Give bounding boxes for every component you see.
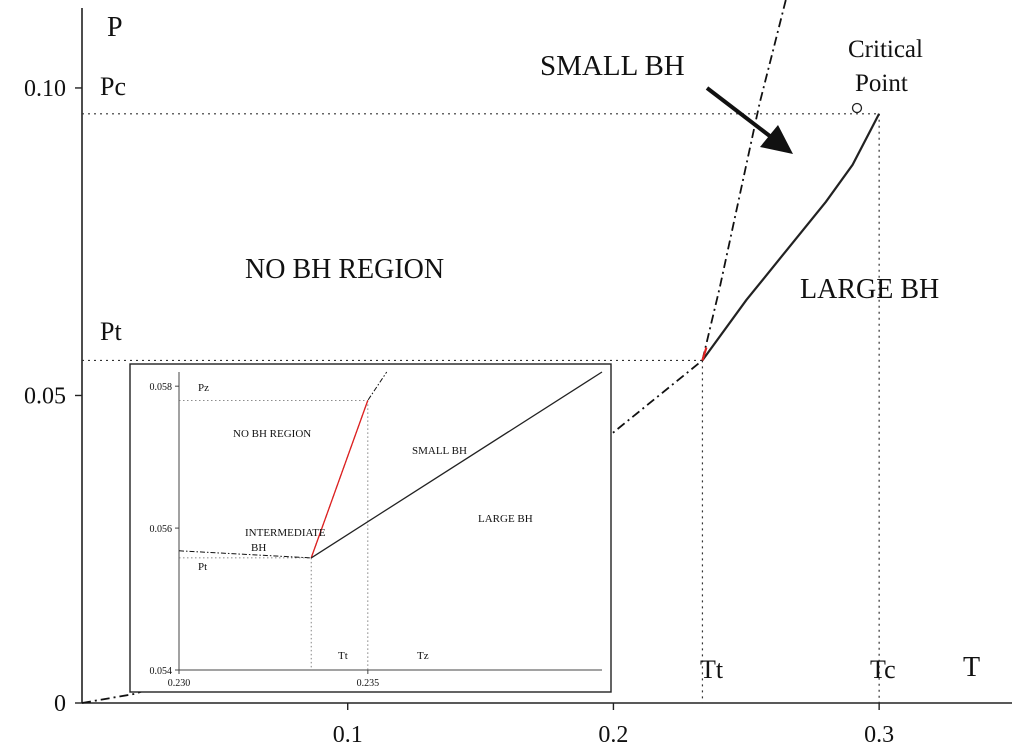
series-line-3: [310, 371, 603, 559]
inset-x-tick-label-0: 0.230: [168, 678, 191, 689]
pc-label: Pc: [100, 72, 126, 101]
tt-label: Tt: [700, 655, 724, 684]
series-line-0: [81, 359, 703, 704]
small-bh-arrow: [705, 86, 777, 142]
y-tick-label-2: 0.10: [24, 76, 66, 102]
inset-x-tick-label-1: 0.235: [357, 678, 380, 689]
main-curves: [81, 0, 881, 704]
inset-y-tick-label-0: 0.054: [150, 666, 173, 677]
large-bh-label: LARGE BH: [800, 274, 939, 305]
inset-y-tick-label-2: 0.058: [150, 382, 173, 393]
inset-ticks: 0.230 0.235 0.054 0.056 0.058: [150, 382, 380, 689]
main-ticks: 0.1 0.2 0.3 0 0.05 0.10: [24, 76, 894, 748]
inset-frame: [129, 363, 612, 693]
inset-pt-label: Pt: [198, 561, 207, 573]
y-tick-label-0: 0: [54, 691, 66, 717]
inset-no-bh-region-label: NO BH REGION: [233, 428, 311, 440]
y-axis-label: P: [107, 12, 123, 43]
critical-point-label-2: Point: [855, 70, 908, 97]
series-line-0: [178, 550, 312, 559]
series-line-1: [701, 0, 787, 361]
x-axis-label: T: [963, 652, 980, 683]
inset-tz-label: Tz: [417, 650, 429, 662]
inset-pz-label: Pz: [198, 382, 209, 394]
inset-tt-label: Tt: [338, 650, 348, 662]
series-line-3: [701, 347, 708, 361]
series-line-2: [310, 400, 369, 559]
inset-curves: [178, 371, 603, 559]
x-tick-label-0: 0.1: [333, 722, 363, 748]
small-bh-label: SMALL BH: [540, 50, 685, 82]
critical-point-label-1: Critical: [848, 36, 923, 63]
tc-label: Tc: [870, 655, 896, 684]
main-guide-lines: [82, 113, 880, 703]
inset-guide-lines: [179, 399, 369, 670]
y-tick-label-1: 0.05: [24, 383, 66, 409]
pt-label: Pt: [100, 317, 122, 346]
series-line-2: [701, 113, 881, 362]
inset-intermediate-label-1: INTERMEDIATE: [245, 527, 326, 539]
critical-point-marker: [851, 102, 863, 114]
x-tick-label-2: 0.3: [864, 722, 894, 748]
inset-chart: 0.230 0.235 0.054 0.056 0.058 Pz Pt Tt Tz NO…: [129, 363, 612, 693]
x-tick-label-1: 0.2: [598, 722, 628, 748]
inset-y-tick-label-1: 0.056: [150, 524, 173, 535]
inset-large-bh-label: LARGE BH: [478, 513, 533, 525]
inset-small-bh-label: SMALL BH: [412, 445, 467, 457]
no-bh-region-label: NO BH REGION: [245, 254, 444, 285]
small-bh-arrowhead: [760, 125, 793, 154]
inset-intermediate-label-2: BH: [251, 542, 266, 554]
